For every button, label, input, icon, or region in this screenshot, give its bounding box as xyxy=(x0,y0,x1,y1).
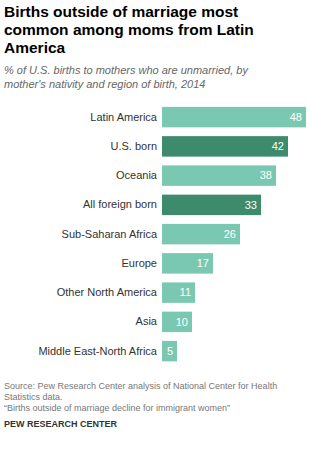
bar xyxy=(162,107,306,127)
bar xyxy=(162,195,261,215)
data-label: 26 xyxy=(224,228,236,240)
tick: All foreign born xyxy=(83,198,157,210)
data-label: 42 xyxy=(272,140,284,152)
tick-label: Sub-Saharan Africa xyxy=(62,228,158,240)
tick-label: Latin America xyxy=(90,111,158,123)
data-label: 11 xyxy=(180,286,191,298)
bar xyxy=(162,253,213,273)
tick: Sub-Saharan Africa xyxy=(62,228,158,240)
bar xyxy=(162,341,177,361)
tick: Latin America xyxy=(90,111,158,123)
data-label: 10 xyxy=(176,316,188,328)
data-label: 38 xyxy=(260,169,272,181)
tick: Middle East-North Africa xyxy=(38,345,157,357)
category-axis: Latin America U.S. born Oceania All foreign… xyxy=(38,111,157,357)
tick-label: Other North America xyxy=(57,286,158,298)
title: Births outside of marriage mostcommon am… xyxy=(4,3,254,56)
note: “Births outside of marriage decline for … xyxy=(4,403,230,413)
tick-label: Oceania xyxy=(116,169,158,181)
tick: U.S. born xyxy=(111,140,157,152)
tick: Oceania xyxy=(116,169,158,181)
data-label: 33 xyxy=(245,199,257,211)
chart: Births outside of marriage mostcommon am… xyxy=(0,0,309,457)
data-label: 17 xyxy=(197,257,209,269)
source: Source: Pew Research Center analysis of … xyxy=(4,381,277,402)
tick-label: Asia xyxy=(136,315,158,327)
bar xyxy=(162,312,192,332)
bar xyxy=(162,165,276,185)
data-label: 5 xyxy=(167,345,173,357)
bar xyxy=(162,282,195,302)
data-label: 48 xyxy=(290,111,302,123)
tick-label: Europe xyxy=(122,257,157,269)
tick: Other North America xyxy=(57,286,158,298)
bar xyxy=(162,224,240,244)
tick-label: All foreign born xyxy=(83,198,157,210)
tick-label: Middle East-North Africa xyxy=(38,345,157,357)
credit: PEW RESEARCH CENTER xyxy=(4,419,118,429)
tick: Europe xyxy=(122,257,157,269)
bars xyxy=(162,107,306,361)
tick-label: U.S. born xyxy=(111,140,157,152)
bar xyxy=(162,136,288,156)
subtitle: % of U.S. births to mothers who are unma… xyxy=(4,64,249,90)
data-labels: 48 42 38 33 26 17 11 10 5 xyxy=(167,111,302,357)
tick: Asia xyxy=(136,315,158,327)
